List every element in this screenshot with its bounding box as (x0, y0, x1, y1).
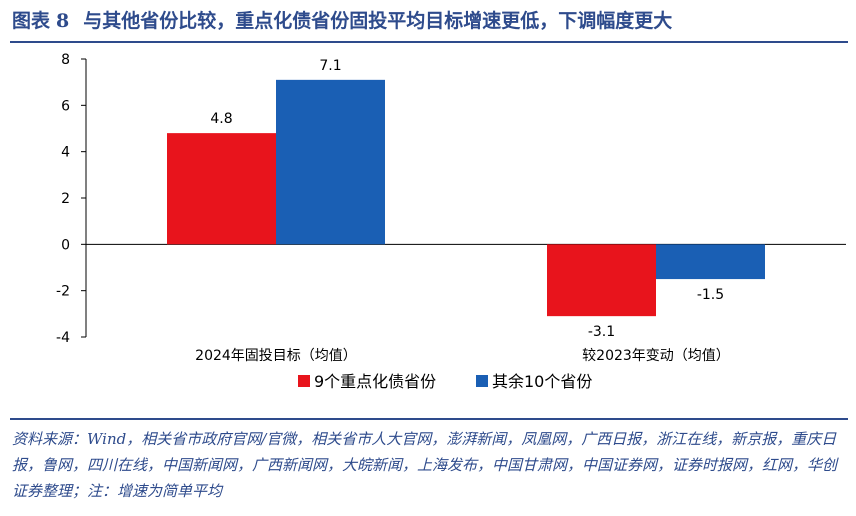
legend-swatch-1 (298, 375, 310, 387)
source-rule (10, 418, 848, 420)
figure-title-text: 与其他省份比较，重点化债省份固投平均目标增速更低，下调幅度更大 (83, 10, 673, 32)
x-category-label: 2024年固投目标（均值） (195, 348, 357, 364)
y-tick-label: 8 (61, 52, 70, 68)
legend-label-1: 9个重点化债省份 (314, 372, 436, 391)
legend-label-2: 其余10个省份 (492, 372, 592, 391)
figure-number: 8 (56, 10, 70, 32)
legend-swatch-2 (476, 375, 488, 387)
source-note: 资料来源：Wind，相关省市政府官网/官微，相关省市人大官网，澎湃新闻，凤凰网，… (12, 430, 838, 500)
figure-title: 图表 8 与其他省份比较，重点化债省份固投平均目标增速更低，下调幅度更大 (12, 6, 848, 33)
x-category-label: 较2023年变动（均值） (582, 348, 730, 364)
data-label: -1.5 (697, 287, 724, 303)
y-tick-label: 0 (61, 237, 70, 253)
bar-chart: 8 6 4 2 0 -2 -4 4.8 7.1 2024年固投目标（均值） -3.1 -1.5 较202… (56, 52, 846, 391)
data-label: 7.1 (319, 58, 341, 74)
data-label: -3.1 (588, 324, 615, 340)
y-tick-label: 4 (61, 145, 70, 161)
figure-label: 图表 (12, 10, 51, 32)
y-tick-label: 6 (61, 98, 70, 114)
y-tick-label: -4 (56, 330, 70, 346)
bar-1-2 (547, 244, 656, 317)
y-tick-label: -2 (56, 284, 70, 300)
bar-1-1 (167, 133, 276, 245)
bar-2-2 (656, 244, 765, 280)
bar-2-1 (276, 79, 385, 245)
data-label: 4.8 (210, 111, 232, 127)
title-rule (10, 41, 848, 43)
y-tick-label: 2 (61, 191, 70, 207)
